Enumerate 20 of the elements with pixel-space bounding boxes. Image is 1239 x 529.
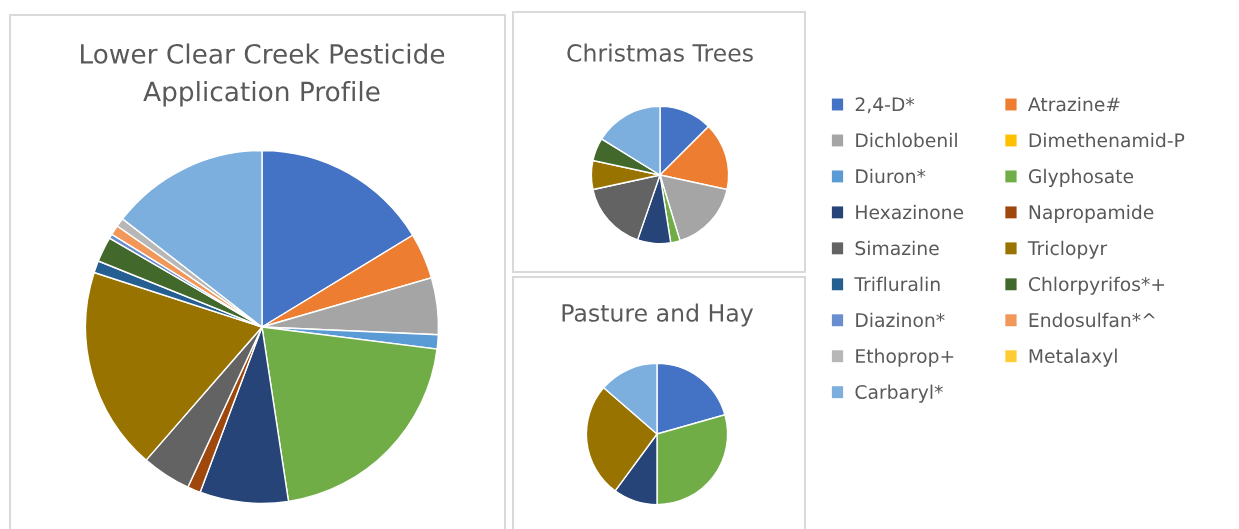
legend-label: Napropamide	[1029, 204, 1154, 223]
chart-title: Christmas Trees	[567, 43, 753, 62]
legend-label: Glyphosate	[1028, 168, 1134, 187]
legend-label: 2,4-D*	[855, 97, 915, 114]
legend-label: Dimethenamid-P	[1029, 132, 1185, 148]
legend-label: Carbaryl*	[855, 384, 943, 403]
legend-label: Endosulfan*^	[1029, 312, 1155, 328]
chart-title: Pasture and Hay	[562, 303, 754, 327]
legend-label: Triclopyr	[1027, 240, 1108, 259]
legend-label: Diazinon*	[856, 312, 945, 328]
chart-title: Lower Clear Creek Pesticide Application Profile	[81, 43, 445, 107]
legend-label: Dichlobenil	[856, 132, 957, 148]
legend-label: Atrazine#	[1027, 96, 1120, 112]
legend-label: Ethoprop+	[856, 348, 954, 367]
legend-label: Diuron*	[856, 168, 926, 184]
legend-label: Metalaxyl	[1029, 348, 1117, 367]
legend-label: Hexazinone	[856, 204, 964, 220]
legend-label: Trifluralin	[854, 276, 940, 292]
legend-label: Simazine	[855, 240, 939, 256]
legend-label: Chlorpyrifos*+	[1028, 276, 1165, 295]
